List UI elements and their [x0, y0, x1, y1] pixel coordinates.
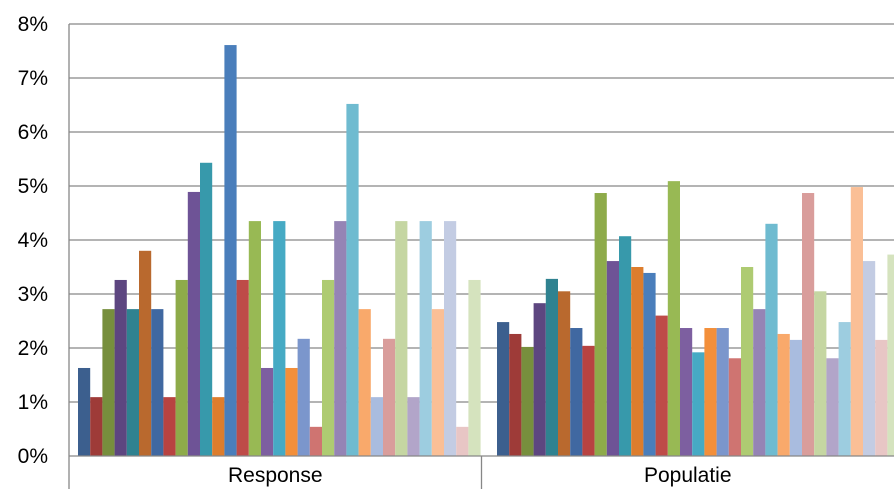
- bar: [151, 309, 164, 456]
- bar: [395, 221, 408, 456]
- bar: [680, 328, 693, 456]
- bar: [468, 279, 481, 456]
- bar: [370, 397, 383, 456]
- bar: [765, 223, 778, 456]
- axes: [68, 24, 894, 489]
- bar: [224, 45, 237, 457]
- bar: [285, 367, 298, 456]
- bar: [334, 221, 347, 456]
- bar: [139, 250, 152, 456]
- bar: [261, 367, 274, 456]
- bar: [509, 333, 522, 456]
- bar: [594, 193, 607, 456]
- bar: [545, 278, 558, 456]
- bar: [236, 279, 249, 456]
- bar: [297, 338, 310, 456]
- y-tick-label: 8%: [18, 13, 48, 36]
- bar: [114, 279, 127, 456]
- bar: [741, 267, 754, 456]
- bar: [273, 221, 286, 456]
- bar: [102, 309, 115, 456]
- category-label: Populatie: [644, 464, 732, 487]
- bar: [582, 345, 595, 456]
- bar: [456, 426, 469, 456]
- bar: [431, 309, 444, 456]
- bar: [753, 309, 766, 456]
- bar: [90, 397, 103, 456]
- bar: [875, 339, 888, 456]
- bar: [619, 236, 632, 456]
- category-labels: Response Populatie: [228, 464, 732, 487]
- bar: [728, 358, 741, 456]
- bar: [643, 272, 656, 456]
- bar: [533, 303, 546, 456]
- y-axis-tick-labels: 0% 1% 2% 3% 4% 5% 6% 7% 8%: [18, 13, 48, 468]
- y-tick-label: 5%: [18, 175, 48, 198]
- bar: [667, 181, 680, 456]
- bar: [887, 254, 894, 456]
- bar: [777, 333, 790, 456]
- bar: [838, 322, 851, 456]
- category-label: Response: [228, 464, 323, 487]
- y-tick-label: 4%: [18, 229, 48, 252]
- y-tick-label: 0%: [18, 445, 48, 468]
- bars: [78, 45, 894, 457]
- bar: [200, 162, 213, 456]
- bar: [655, 315, 668, 456]
- bar: [558, 291, 571, 456]
- y-tick-label: 1%: [18, 391, 48, 414]
- bar: [322, 279, 335, 456]
- bar: [802, 193, 815, 456]
- bar: [850, 187, 863, 456]
- bar: [419, 221, 432, 456]
- bar: [163, 397, 176, 456]
- y-tick-label: 2%: [18, 337, 48, 360]
- y-tick-label: 6%: [18, 121, 48, 144]
- bar: [789, 339, 802, 456]
- bar: [309, 426, 322, 456]
- bar: [692, 352, 705, 456]
- bar: [187, 191, 200, 456]
- bar: [704, 328, 717, 456]
- bar: [814, 291, 827, 456]
- bar: [716, 328, 729, 456]
- y-tick-label: 7%: [18, 67, 48, 90]
- bar: [863, 261, 876, 456]
- bar: [248, 221, 261, 456]
- bar: [521, 346, 534, 456]
- bar: [606, 261, 619, 456]
- bar: [346, 103, 359, 457]
- bar: [444, 221, 457, 456]
- bar: [407, 397, 420, 456]
- bar: [78, 367, 91, 456]
- bar: [497, 322, 510, 456]
- bar: [212, 397, 225, 456]
- bar: [175, 279, 188, 456]
- bar: [383, 338, 396, 456]
- bar: [126, 309, 139, 456]
- y-tick-label: 3%: [18, 283, 48, 306]
- bar: [826, 358, 839, 456]
- bar: [570, 328, 583, 456]
- bar: [631, 267, 644, 456]
- bar: [358, 309, 371, 456]
